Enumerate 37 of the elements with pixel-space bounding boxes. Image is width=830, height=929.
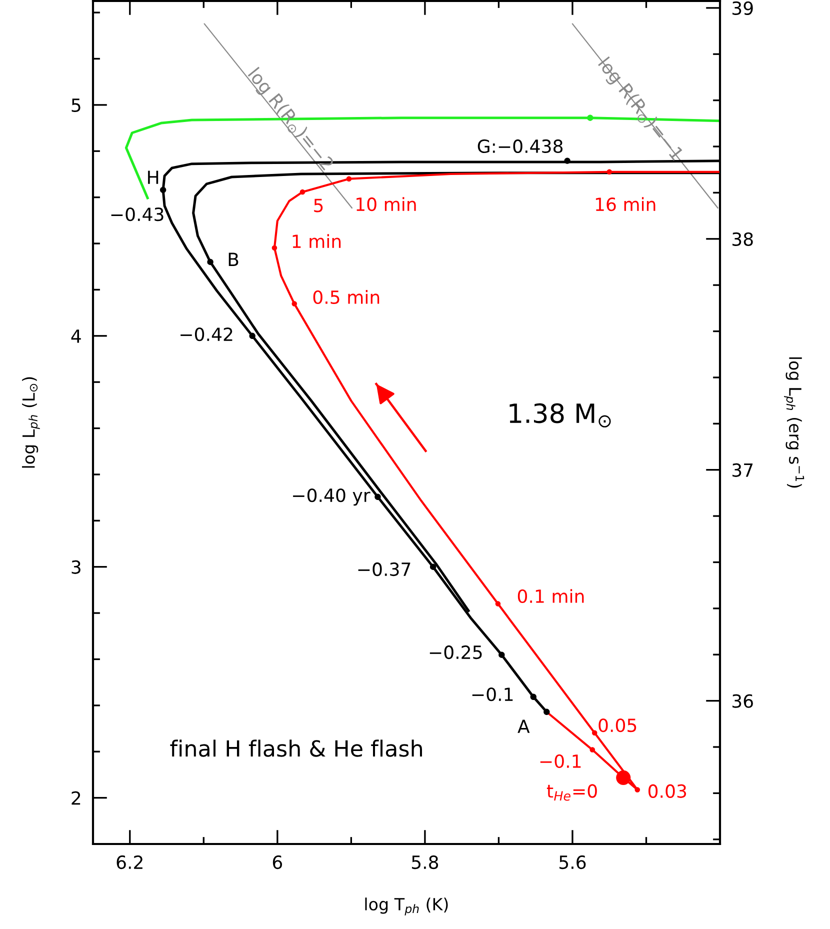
annotation: −0.40 yr <box>293 488 370 506</box>
annotation: B <box>228 252 238 266</box>
annotation: 1 min <box>292 234 341 248</box>
x-tick-label: 5.6 <box>560 855 586 870</box>
annotation: −0.1 <box>472 687 513 702</box>
annotation: −0.43 <box>111 208 164 222</box>
annotation: 10 min <box>356 197 416 212</box>
annotation: 0.5 min <box>313 290 380 304</box>
annotation: 0.03 <box>648 784 686 798</box>
y2-tick-label: 36 <box>732 694 753 708</box>
annotation: −0.42 <box>180 327 232 342</box>
x-tick-label: 6 <box>272 855 282 870</box>
y-tick-label: 3 <box>72 560 80 574</box>
y2-axis-title: log L$_{ph}$ (erg s$^{−1}$) <box>784 357 804 488</box>
y-tick-label: 2 <box>72 791 80 805</box>
annotation: 0.05 <box>598 718 636 732</box>
annotation: −0.1 <box>540 754 581 768</box>
annotation: −0.25 <box>430 645 482 660</box>
y-tick-label: 5 <box>72 98 80 112</box>
annotation: G:−0.438 <box>478 139 563 154</box>
annotation: final H flash & He flash <box>170 740 422 757</box>
annotation: H <box>148 170 158 184</box>
annotation: 5 <box>314 198 323 212</box>
x-axis-title: log T$_{ph}$ (K) <box>365 898 448 916</box>
annotation: 16 min <box>596 197 656 212</box>
annotation: A <box>518 720 530 733</box>
y-tick-label: 4 <box>71 330 81 343</box>
annotation: t$_{He}$=0 <box>546 784 597 801</box>
annotation: 0.1 min <box>518 589 584 604</box>
y2-tick-label: 39 <box>732 1 753 16</box>
x-tick-label: 5.8 <box>412 855 438 870</box>
y2-tick-label: 37 <box>732 463 753 477</box>
annotation: 1.38 M$_{⊙}$ <box>510 403 611 428</box>
x-tick-label: 6.2 <box>116 855 142 870</box>
y-axis-title: log L$_{ph}$ (L$_{⊙}$) <box>22 377 40 468</box>
annotation: −0.37 <box>358 562 410 576</box>
y2-tick-label: 38 <box>732 232 753 246</box>
